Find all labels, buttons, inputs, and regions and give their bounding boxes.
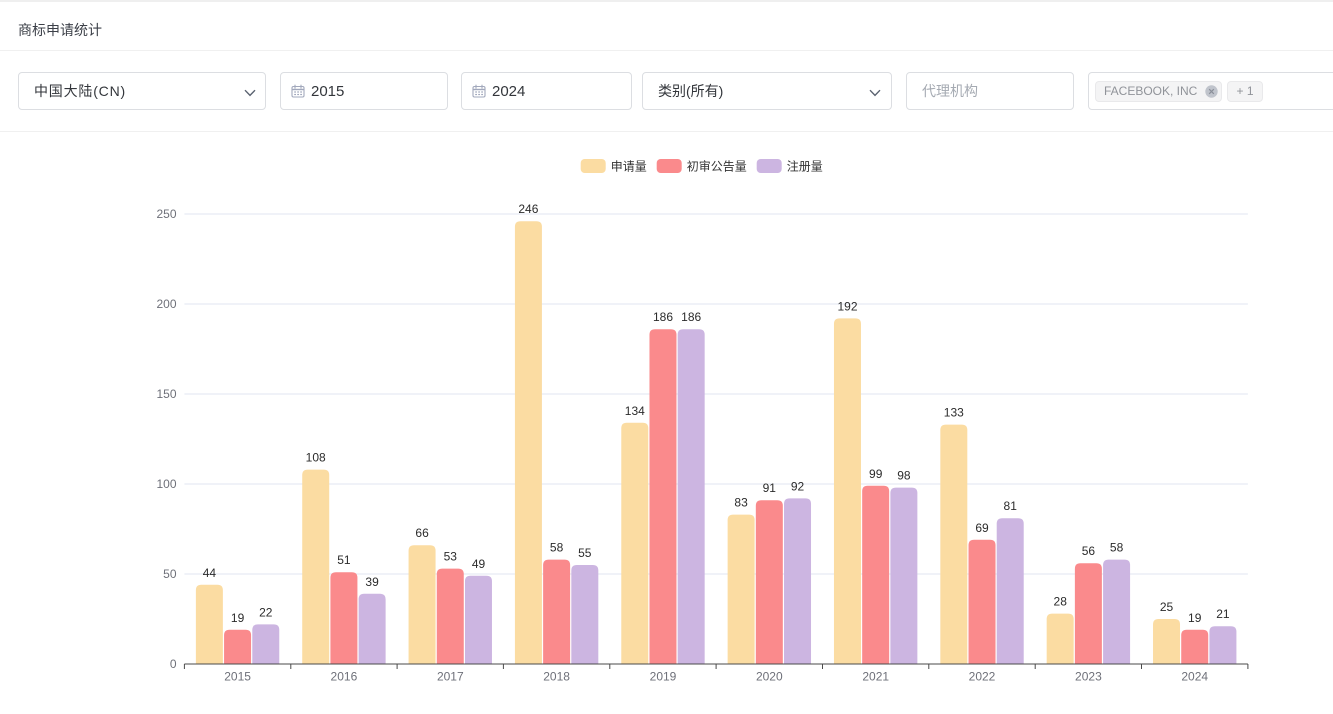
svg-text:2022: 2022	[969, 670, 996, 684]
svg-text:21: 21	[1216, 607, 1230, 621]
svg-text:200: 200	[156, 297, 176, 311]
svg-text:246: 246	[518, 202, 538, 216]
svg-text:2018: 2018	[543, 670, 570, 684]
svg-text:2020: 2020	[756, 670, 783, 684]
svg-text:49: 49	[472, 557, 486, 571]
svg-text:25: 25	[1160, 600, 1174, 614]
svg-text:2016: 2016	[331, 670, 358, 684]
svg-text:250: 250	[156, 207, 176, 221]
svg-text:99: 99	[869, 467, 883, 481]
svg-text:申请量: 申请量	[611, 160, 647, 174]
svg-text:44: 44	[203, 566, 217, 580]
svg-text:186: 186	[653, 310, 673, 324]
svg-text:192: 192	[837, 299, 857, 313]
svg-text:134: 134	[625, 404, 645, 418]
svg-text:28: 28	[1054, 595, 1068, 609]
svg-text:56: 56	[1082, 544, 1096, 558]
svg-text:注册量: 注册量	[787, 159, 823, 174]
svg-text:2017: 2017	[437, 670, 464, 684]
svg-text:58: 58	[1110, 541, 1124, 555]
svg-text:2019: 2019	[650, 670, 677, 684]
svg-text:19: 19	[231, 611, 245, 625]
svg-text:0: 0	[170, 657, 177, 671]
svg-text:133: 133	[944, 406, 964, 420]
svg-text:66: 66	[415, 526, 429, 540]
svg-text:22: 22	[259, 605, 273, 619]
svg-text:150: 150	[156, 387, 176, 401]
svg-text:53: 53	[444, 550, 458, 564]
svg-text:69: 69	[975, 521, 989, 535]
svg-text:55: 55	[578, 546, 592, 560]
svg-text:186: 186	[681, 310, 701, 324]
svg-text:98: 98	[897, 469, 911, 483]
svg-text:2021: 2021	[862, 670, 889, 684]
svg-text:91: 91	[763, 481, 777, 495]
svg-text:81: 81	[1004, 499, 1018, 513]
svg-text:2023: 2023	[1075, 670, 1102, 684]
svg-text:51: 51	[337, 553, 351, 567]
svg-text:2024: 2024	[1181, 670, 1208, 684]
svg-text:50: 50	[163, 567, 177, 581]
svg-text:83: 83	[734, 496, 748, 510]
svg-text:108: 108	[306, 451, 326, 465]
svg-text:初审公告量: 初审公告量	[687, 159, 747, 174]
svg-text:2015: 2015	[224, 670, 251, 684]
svg-text:58: 58	[550, 541, 564, 555]
svg-text:39: 39	[365, 575, 379, 589]
svg-text:92: 92	[791, 479, 805, 493]
svg-text:19: 19	[1188, 611, 1202, 625]
svg-text:100: 100	[156, 477, 176, 491]
